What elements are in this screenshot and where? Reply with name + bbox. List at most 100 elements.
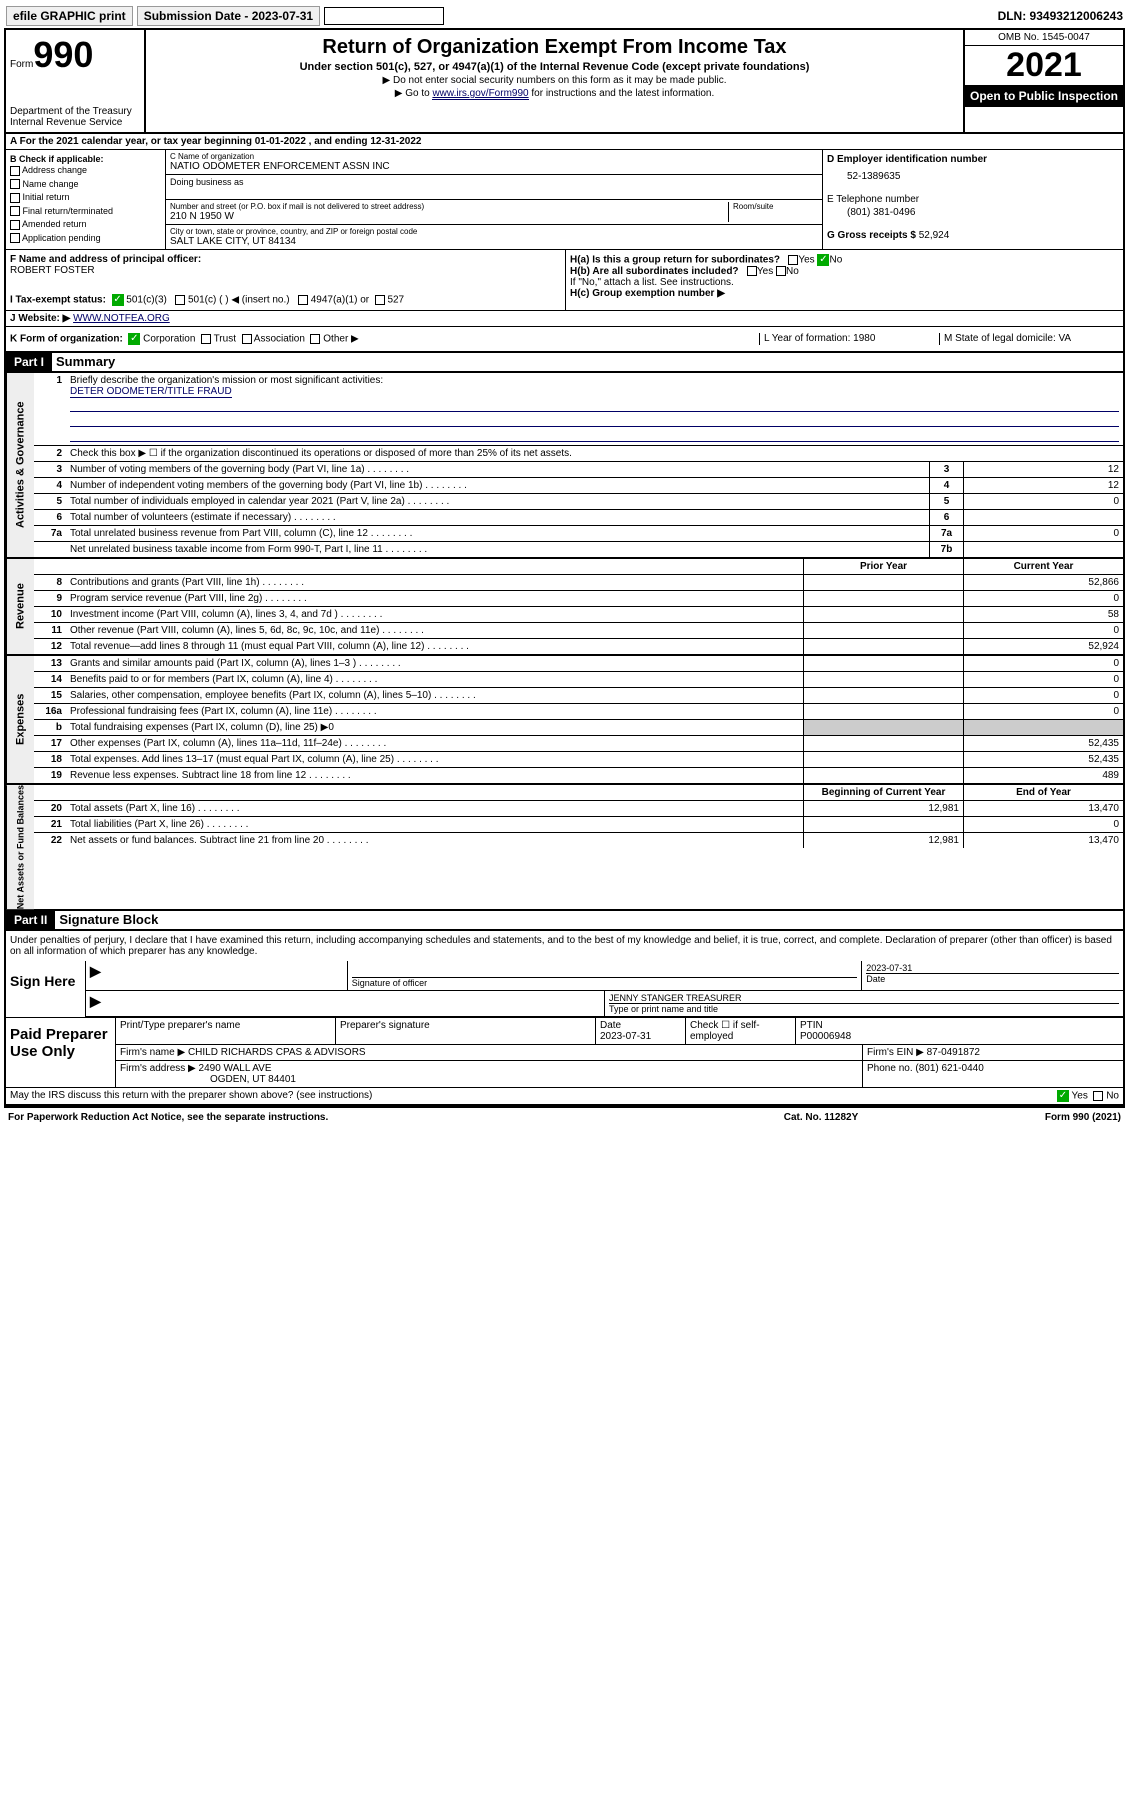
discuss-yes[interactable]: ✓ xyxy=(1057,1090,1069,1102)
l-year: L Year of formation: 1980 xyxy=(759,333,939,345)
firm-name-lbl: Firm's name ▶ xyxy=(120,1047,185,1058)
opt-address: Address change xyxy=(22,165,87,175)
gov-row: 3Number of voting members of the governi… xyxy=(34,462,1123,478)
submission-date-button[interactable]: Submission Date - 2023-07-31 xyxy=(137,6,320,26)
summary-row: 10Investment income (Part VIII, column (… xyxy=(34,607,1123,623)
goto-pre: ▶ Go to xyxy=(395,88,433,99)
summary-row: 18Total expenses. Add lines 13–17 (must … xyxy=(34,752,1123,768)
dba-label: Doing business as xyxy=(170,177,818,187)
opt-amended: Amended return xyxy=(22,219,87,229)
part2-header: Part II xyxy=(6,911,55,929)
discuss-yes-lbl: Yes xyxy=(1072,1091,1088,1102)
gov-label: Activities & Governance xyxy=(6,373,34,557)
form-subtitle: Under section 501(c), 527, or 4947(a)(1)… xyxy=(150,61,959,73)
firm-phone: Phone no. (801) 621-0440 xyxy=(863,1061,1123,1087)
checkbox-other[interactable] xyxy=(310,334,320,344)
irs-label: Internal Revenue Service xyxy=(10,117,140,128)
summary-row: 12Total revenue—add lines 8 through 11 (… xyxy=(34,639,1123,654)
checkbox-final[interactable] xyxy=(10,206,20,216)
website-link[interactable]: WWW.NOTFEA.ORG xyxy=(73,313,170,324)
ptin: P00006948 xyxy=(800,1031,851,1042)
city-label: City or town, state or province, country… xyxy=(170,227,818,236)
checkbox-trust[interactable] xyxy=(201,334,211,344)
self-employed: Check ☐ if self-employed xyxy=(686,1018,796,1044)
tax-status-label: I Tax-exempt status: xyxy=(10,295,106,306)
efile-button[interactable]: efile GRAPHIC print xyxy=(6,6,133,26)
part1-title: Summary xyxy=(52,354,115,369)
no-lbl: No xyxy=(829,255,842,266)
form-title: Return of Organization Exempt From Incom… xyxy=(150,36,959,59)
hb-yes[interactable] xyxy=(747,266,757,276)
summary-row: 16aProfessional fundraising fees (Part I… xyxy=(34,704,1123,720)
firm-ein-lbl: Firm's EIN ▶ xyxy=(867,1047,924,1058)
gross-value: 52,924 xyxy=(919,230,950,241)
part2-title: Signature Block xyxy=(55,912,158,927)
summary-row: 13Grants and similar amounts paid (Part … xyxy=(34,656,1123,672)
street-address: 210 N 1950 W xyxy=(170,211,728,222)
form-word: Form xyxy=(10,59,33,70)
prep-date: 2023-07-31 xyxy=(600,1031,651,1042)
yes-lbl: Yes xyxy=(798,255,814,266)
summary-row: 22Net assets or fund balances. Subtract … xyxy=(34,833,1123,848)
checkbox-corp[interactable]: ✓ xyxy=(128,333,140,345)
hb-label: H(b) Are all subordinates included? xyxy=(570,266,739,277)
checkbox-4947[interactable] xyxy=(298,295,308,305)
opt-initial: Initial return xyxy=(23,192,70,202)
room-label: Room/suite xyxy=(733,202,814,211)
form-number-cell: Form990 Department of the Treasury Inter… xyxy=(6,30,146,132)
mission-label: Briefly describe the organization's miss… xyxy=(70,375,383,386)
mission-text: DETER ODOMETER/TITLE FRAUD xyxy=(70,386,232,398)
opt-501c: 501(c) ( ) ◀ (insert no.) xyxy=(188,295,290,306)
omb-number: OMB No. 1545-0047 xyxy=(965,30,1123,46)
current-year-hdr: Current Year xyxy=(963,559,1123,574)
section-b: B Check if applicable: Address change Na… xyxy=(6,150,166,249)
ssn-note: ▶ Do not enter social security numbers o… xyxy=(150,75,959,86)
sig-name: JENNY STANGER TREASURER xyxy=(609,993,1119,1003)
summary-row: 11Other revenue (Part VIII, column (A), … xyxy=(34,623,1123,639)
checkbox-501c[interactable] xyxy=(175,295,185,305)
firm-addr: 2490 WALL AVE xyxy=(199,1063,272,1074)
irs-link[interactable]: www.irs.gov/Form990 xyxy=(432,88,528,100)
discuss-text: May the IRS discuss this return with the… xyxy=(10,1090,372,1101)
ha-no[interactable]: ✓ xyxy=(817,254,829,266)
checkbox-assoc[interactable] xyxy=(242,334,252,344)
org-name-label: C Name of organization xyxy=(170,152,818,161)
checkbox-name-change[interactable] xyxy=(10,179,20,189)
hb-no[interactable] xyxy=(776,266,786,276)
checkbox-address-change[interactable] xyxy=(10,166,20,176)
yes-lbl2: Yes xyxy=(757,266,773,277)
firm-name: CHILD RICHARDS CPAS & ADVISORS xyxy=(188,1047,366,1058)
city-value: SALT LAKE CITY, UT 84134 xyxy=(170,236,818,247)
checkbox-amended[interactable] xyxy=(10,220,20,230)
part1-header: Part I xyxy=(6,353,52,371)
exp-label: Expenses xyxy=(6,656,34,783)
opt-501c3: 501(c)(3) xyxy=(126,295,167,306)
section-b-title: B Check if applicable: xyxy=(10,154,104,164)
ein-value: 52-1389635 xyxy=(847,171,1119,182)
ha-yes[interactable] xyxy=(788,255,798,265)
arrow-icon: ▶ xyxy=(90,963,101,979)
discuss-no-lbl: No xyxy=(1106,1091,1119,1102)
summary-row: 15Salaries, other compensation, employee… xyxy=(34,688,1123,704)
section-c: C Name of organizationNATIO ODOMETER ENF… xyxy=(166,150,823,249)
m-state: M State of legal domicile: VA xyxy=(939,333,1119,345)
checkbox-pending[interactable] xyxy=(10,233,20,243)
begin-year-hdr: Beginning of Current Year xyxy=(803,785,963,800)
form-ref: Form 990 (2021) xyxy=(921,1112,1121,1123)
officer-label: F Name and address of principal officer: xyxy=(10,254,201,265)
gross-label: G Gross receipts $ xyxy=(827,230,916,241)
sig-date: 2023-07-31 xyxy=(866,963,1119,973)
form-number: 990 xyxy=(33,34,93,75)
checkbox-501c3[interactable]: ✓ xyxy=(112,294,124,306)
discuss-no[interactable] xyxy=(1093,1091,1103,1101)
checkbox-527[interactable] xyxy=(375,295,385,305)
gov-row: 6Total number of volunteers (estimate if… xyxy=(34,510,1123,526)
gov-row: 4Number of independent voting members of… xyxy=(34,478,1123,494)
checkbox-initial[interactable] xyxy=(10,193,20,203)
sig-officer-label: Signature of officer xyxy=(352,977,858,988)
gov-row: Net unrelated business taxable income fr… xyxy=(34,542,1123,557)
summary-row: 17Other expenses (Part IX, column (A), l… xyxy=(34,736,1123,752)
ptin-lbl: PTIN xyxy=(800,1020,823,1031)
top-bar: efile GRAPHIC print Submission Date - 20… xyxy=(4,4,1125,28)
dln-label: DLN: 93493212006243 xyxy=(998,9,1123,23)
